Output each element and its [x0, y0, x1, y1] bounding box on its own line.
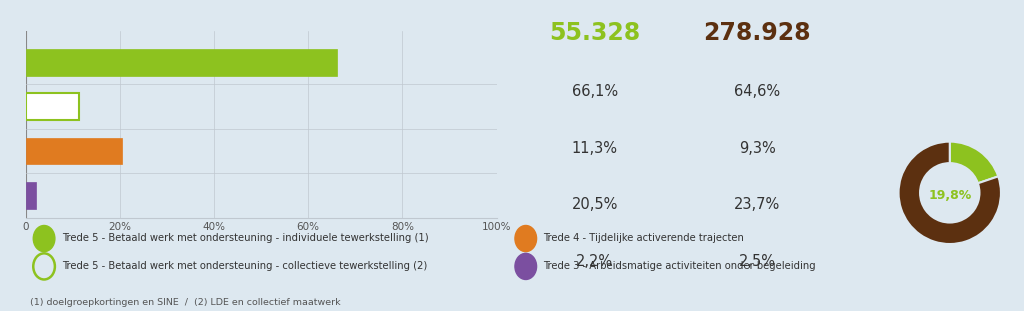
- Text: Trede 5 - Betaald werk met ondersteuning - individuele tewerkstelling (1): Trede 5 - Betaald werk met ondersteuning…: [61, 233, 428, 243]
- Wedge shape: [898, 142, 1001, 244]
- Text: 55.328: 55.328: [549, 21, 640, 45]
- Bar: [26, 138, 122, 165]
- Text: 66,1%: 66,1%: [571, 84, 617, 99]
- Text: 64,6%: 64,6%: [734, 84, 780, 99]
- Text: 11,3%: 11,3%: [571, 141, 617, 156]
- Text: 20,5%: 20,5%: [571, 197, 618, 212]
- Text: Trede 4 - Tijdelijke activerende trajecten: Trede 4 - Tijdelijke activerende traject…: [544, 233, 744, 243]
- Ellipse shape: [33, 225, 55, 252]
- Ellipse shape: [515, 225, 537, 252]
- Text: 19,8%: 19,8%: [928, 189, 972, 202]
- Text: 278.928: 278.928: [703, 21, 811, 45]
- Wedge shape: [949, 142, 998, 183]
- Ellipse shape: [515, 253, 537, 280]
- Text: 9,3%: 9,3%: [739, 141, 776, 156]
- Bar: [26, 93, 79, 120]
- Text: 23,7%: 23,7%: [734, 197, 780, 212]
- Bar: [26, 49, 337, 76]
- Bar: [26, 182, 36, 209]
- Text: Trede 5 - Betaald werk met ondersteuning - collectieve tewerkstelling (2): Trede 5 - Betaald werk met ondersteuning…: [61, 261, 427, 271]
- Text: 2,5%: 2,5%: [739, 254, 776, 269]
- Text: (1) doelgroepkortingen en SINE  /  (2) LDE en collectief maatwerk: (1) doelgroepkortingen en SINE / (2) LDE…: [31, 298, 341, 307]
- Text: Trede 3 - Arbeidsmatige activiteiten onder begeleiding: Trede 3 - Arbeidsmatige activiteiten ond…: [544, 261, 816, 271]
- Text: 2,2%: 2,2%: [577, 254, 613, 269]
